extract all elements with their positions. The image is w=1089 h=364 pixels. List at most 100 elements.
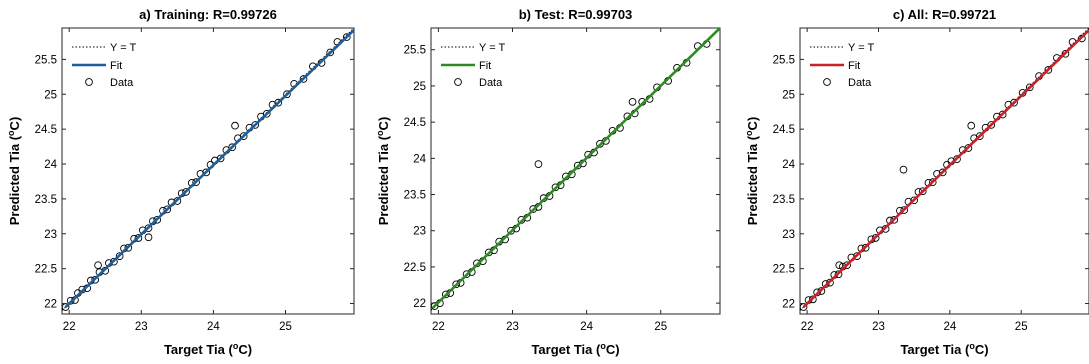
legend-label: Data xyxy=(110,77,134,89)
y-tick-label: 23.5 xyxy=(773,194,795,206)
y-tick-label: 25 xyxy=(413,81,426,93)
y-tick-label: 25 xyxy=(782,89,795,101)
data-point xyxy=(910,196,919,205)
data-point xyxy=(299,75,308,83)
y-tick-label: 23 xyxy=(413,226,426,238)
data-point xyxy=(964,144,973,152)
data-point xyxy=(66,296,75,305)
data-point xyxy=(274,98,283,107)
x-axis-label: Target Tia (oC) xyxy=(531,341,619,357)
data-point xyxy=(1078,34,1086,43)
chart-title: a) Training: R=0.99726 xyxy=(139,7,277,22)
legend: Y = T Fit Data xyxy=(441,42,505,89)
chart-panel-3: 22 23 24 25 22 22.5 23 23.5 24 24.5 25 25.5 c) All: … xyxy=(744,7,1089,357)
legend-label: Fit xyxy=(110,60,122,72)
data-point xyxy=(918,187,927,196)
data-point xyxy=(153,215,162,224)
data-point xyxy=(452,280,461,289)
data-point xyxy=(462,270,471,279)
y-axis-label: Predicted Tia (oC) xyxy=(6,117,22,226)
x-tick-label: 23 xyxy=(872,321,885,333)
data-point xyxy=(900,206,909,214)
data-point xyxy=(326,48,335,57)
x-tick-label: 24 xyxy=(580,321,593,333)
chart-panel-1: 22 23 24 25 22 22.5 23 23.5 24 24.5 25 25.5 a) Train… xyxy=(6,7,355,357)
y-tick-label: 23.5 xyxy=(404,190,426,202)
data-point xyxy=(998,110,1007,119)
y-tick-label: 22.5 xyxy=(773,264,795,276)
data-point xyxy=(283,90,291,99)
fit-line xyxy=(802,29,1089,308)
data-point xyxy=(890,215,899,224)
data-point xyxy=(91,275,100,284)
data-point xyxy=(529,205,538,213)
legend-label: Y = T xyxy=(110,42,136,54)
data-point xyxy=(262,109,271,118)
data-point xyxy=(899,165,908,174)
y-axis-label: Predicted Tia (oC) xyxy=(744,117,760,226)
x-tick-label: 22 xyxy=(63,321,76,333)
data-point xyxy=(115,252,124,260)
data-point xyxy=(853,252,861,260)
data-point xyxy=(1061,49,1070,58)
data-point xyxy=(835,261,844,270)
data-point xyxy=(251,121,260,129)
data-point xyxy=(94,261,102,270)
data-point xyxy=(871,234,880,242)
y-tick-label: 24 xyxy=(44,159,57,171)
x-tick-label: 25 xyxy=(654,321,667,333)
y-tick-label: 24 xyxy=(782,159,795,171)
legend-label: Data xyxy=(479,77,503,89)
x-tick-label: 23 xyxy=(506,321,519,333)
data-point xyxy=(441,290,450,299)
plot-area xyxy=(431,28,720,311)
fit-line xyxy=(431,28,720,310)
plot-area xyxy=(62,28,354,311)
chart-title: c) All: R=0.99721 xyxy=(893,7,996,22)
data-point xyxy=(192,178,200,187)
x-axis-label: Target Tia (oC) xyxy=(900,341,988,357)
y-tick-label: 24.5 xyxy=(404,117,426,129)
data-point xyxy=(551,183,560,192)
y-tick-label: 22 xyxy=(782,299,795,311)
data-point xyxy=(826,278,834,287)
y-tick-label: 24 xyxy=(413,153,426,165)
data-point xyxy=(987,121,996,129)
legend: Y = T Fit Data xyxy=(810,42,874,89)
data-point xyxy=(953,155,961,163)
data-point xyxy=(573,161,582,170)
data-point xyxy=(628,98,637,106)
y-tick-label: 25.5 xyxy=(35,54,57,66)
data-point xyxy=(342,33,351,41)
data-point xyxy=(144,224,153,233)
y-tick-label: 23.5 xyxy=(35,194,57,206)
data-point xyxy=(110,257,118,266)
data-point xyxy=(1010,98,1018,107)
y-tick-label: 23 xyxy=(782,229,795,241)
plot-area xyxy=(800,28,1089,311)
data-point xyxy=(1025,83,1034,92)
chart-panel-2: 22 23 24 25 22 22.5 23 23.5 24 24.5 25 25.5 b) Test:… xyxy=(375,7,721,357)
y-tick-label: 25.5 xyxy=(404,45,426,57)
chart-title: b) Test: R=0.99703 xyxy=(519,7,633,22)
y-tick-label: 22 xyxy=(44,299,57,311)
legend-data-swatch xyxy=(85,78,93,86)
y-tick-label: 23 xyxy=(44,229,57,241)
legend-data-swatch xyxy=(454,78,462,86)
legend-data-swatch xyxy=(823,78,831,86)
y-tick-label: 22.5 xyxy=(404,262,426,274)
data-point xyxy=(163,205,172,214)
legend: Y = T Fit Data xyxy=(72,42,136,89)
data-point xyxy=(967,121,976,130)
data-point xyxy=(928,178,937,187)
data-point xyxy=(808,295,817,304)
x-tick-label: 22 xyxy=(801,321,814,333)
data-point xyxy=(144,233,153,242)
y-tick-label: 24.5 xyxy=(35,124,57,136)
data-point xyxy=(228,143,237,152)
data-point xyxy=(975,132,984,140)
data-point xyxy=(231,121,239,130)
data-point xyxy=(861,243,870,252)
data-point xyxy=(484,248,493,257)
data-point xyxy=(834,270,843,279)
